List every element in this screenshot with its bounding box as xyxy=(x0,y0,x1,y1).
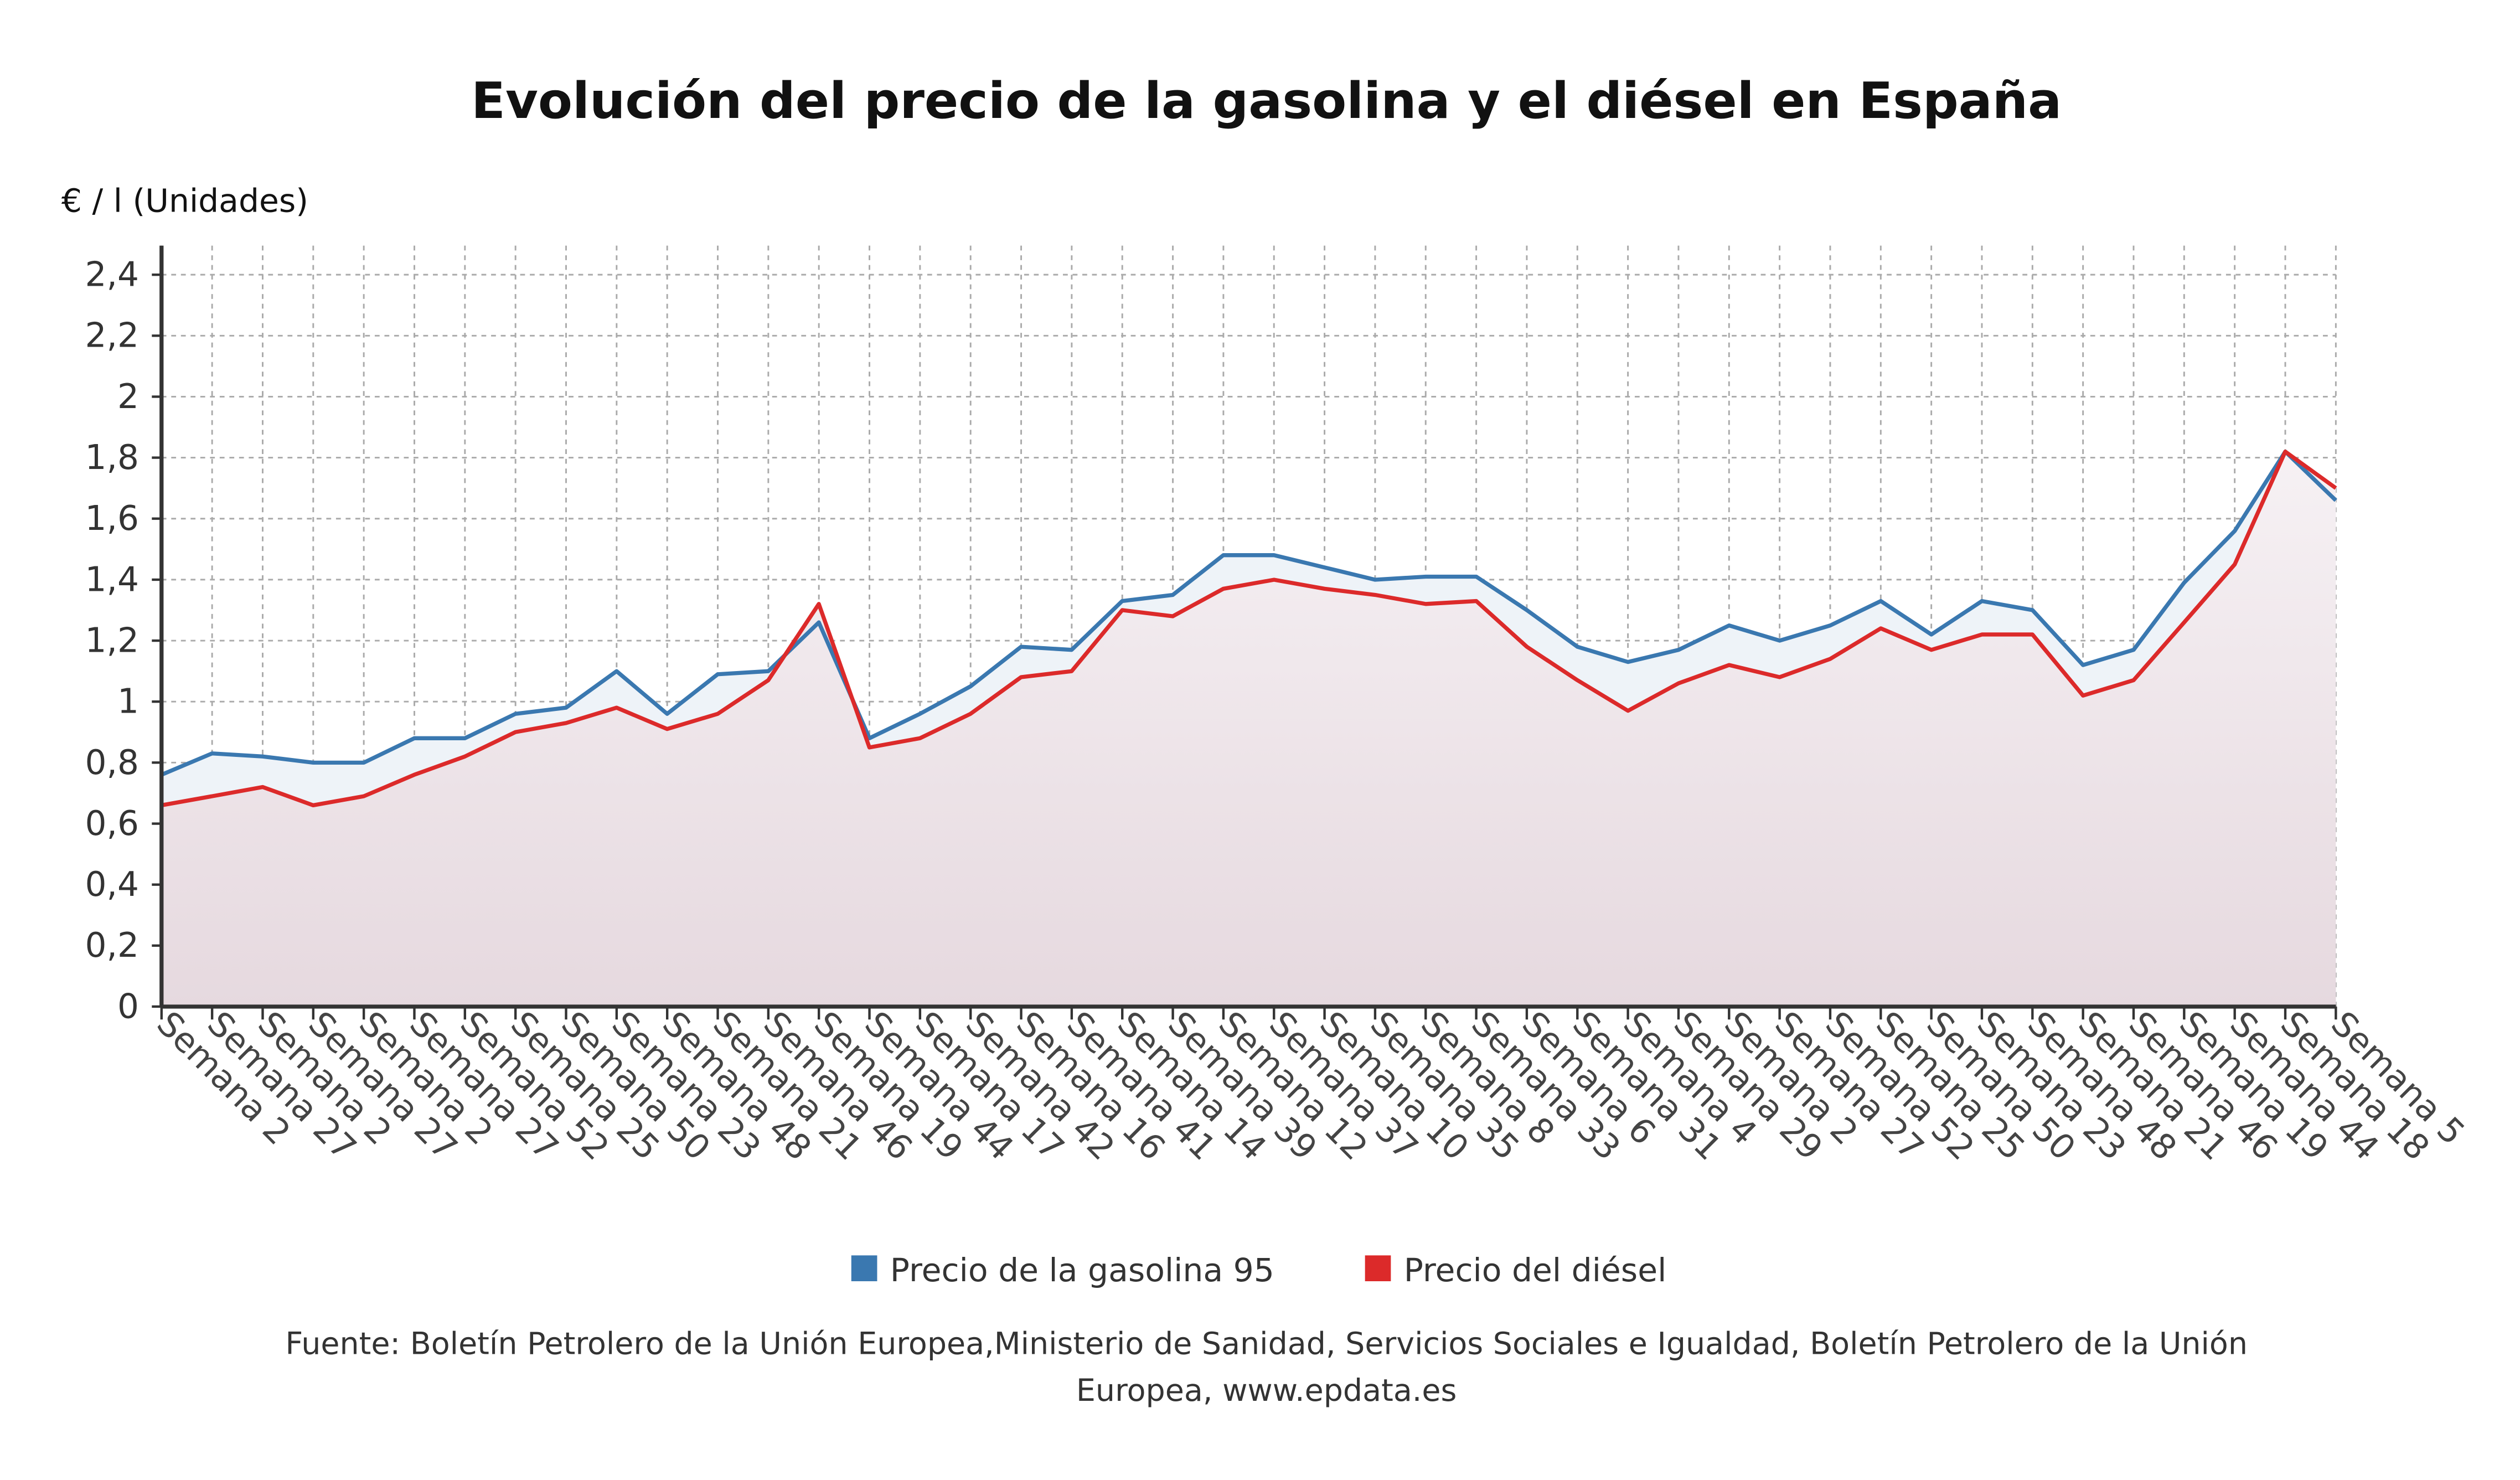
source-line-2: Europea, www.epdata.es xyxy=(1076,1373,1457,1409)
y-tick-label: 0,2 xyxy=(85,926,139,965)
chart-title: Evolución del precio de la gasolina y el… xyxy=(471,72,2062,130)
y-tick-label: 0,8 xyxy=(85,743,139,782)
y-tick-label: 2,2 xyxy=(85,316,139,355)
axes: 00,20,40,60,811,21,41,61,822,22,4Semana … xyxy=(85,245,2472,1168)
y-tick-label: 1,6 xyxy=(85,499,139,538)
y-tick-label: 0,4 xyxy=(85,865,139,904)
line-diesel xyxy=(161,449,2337,808)
y-tick-label: 0,6 xyxy=(85,804,139,843)
y-tick-label: 1 xyxy=(117,682,139,721)
source-line-1: Fuente: Boletín Petrolero de la Unión Eu… xyxy=(285,1326,2248,1362)
series-lines xyxy=(161,449,2337,808)
legend: Precio de la gasolina 95 Precio del diés… xyxy=(851,1251,1667,1289)
y-tick-label: 1,4 xyxy=(85,560,139,599)
line-gasolina xyxy=(161,449,2337,777)
y-axis-label: € / l (Unidades) xyxy=(61,182,308,219)
legend-swatch-gasolina xyxy=(851,1255,877,1282)
area-diesel xyxy=(161,451,2336,1007)
areas xyxy=(161,451,2336,1007)
y-tick-label: 2,4 xyxy=(85,255,139,295)
legend-label-gasolina: Precio de la gasolina 95 xyxy=(890,1251,1274,1289)
legend-label-diesel: Precio del diésel xyxy=(1404,1251,1667,1289)
y-tick-label: 1,8 xyxy=(85,438,139,477)
y-tick-label: 1,2 xyxy=(85,621,139,660)
y-tick-label: 0 xyxy=(117,987,139,1026)
y-tick-label: 2 xyxy=(117,377,139,416)
legend-swatch-diesel xyxy=(1365,1255,1391,1282)
